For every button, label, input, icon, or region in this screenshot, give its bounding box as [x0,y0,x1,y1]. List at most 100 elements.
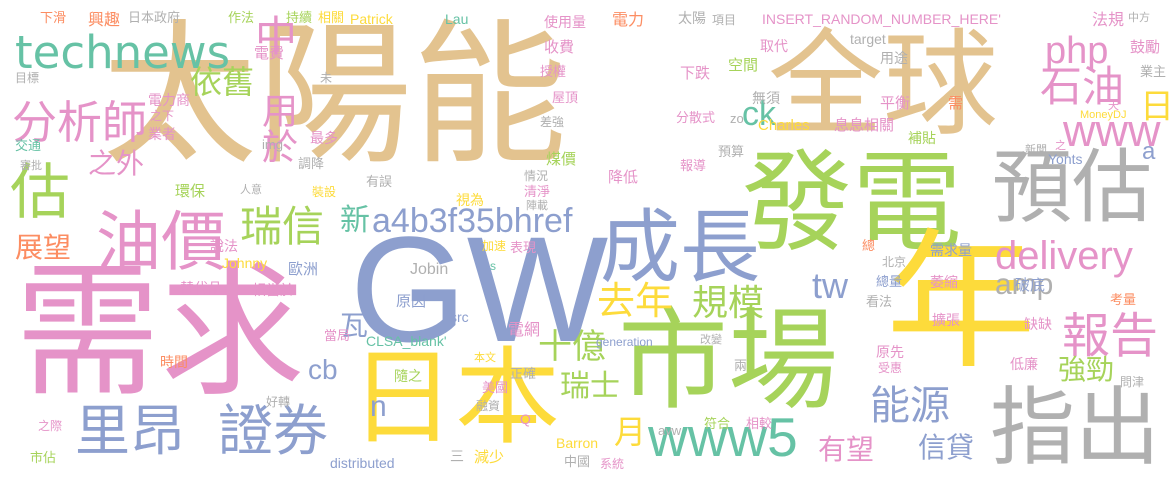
word-equivalent: 相當於 [252,283,294,299]
word-coverage: 報導 [680,159,707,174]
word-lower: 調降 [298,157,325,172]
word-operators: 業者 [148,127,176,143]
word-owner: 業主 [1140,65,1167,80]
word-watt: 瓦 [340,309,369,342]
word-time: 時間 [160,355,188,371]
word-fall: 下跌 [680,64,711,82]
word-total-volume: 總量 [876,275,903,290]
word-budget: 預算 [718,145,745,160]
word-charge: 收費 [544,38,575,56]
word-report: 報告 [1062,308,1159,364]
word-need: 需 [948,94,964,112]
word-demand: 需求 [15,248,305,417]
word-originally: 原先 [876,345,904,361]
word-no-need: 無須 [752,91,780,107]
word-distributed: distributed [330,455,395,471]
word-situation: 情況 [524,169,549,183]
word-scale: 規模 [692,283,765,324]
word-growth: 成長 [600,201,760,294]
word-technews: technews [15,26,231,79]
word-bottom-out: 破底 [1015,276,1046,294]
word-coal-price: 煤價 [546,150,577,168]
word-statement: 說法 [210,239,238,255]
word-correct: 正確 [510,367,537,382]
word-reduce: 降低 [608,168,639,186]
word-s: s [490,259,496,273]
word-europe: 歐洲 [288,260,319,278]
word-three: 三 [450,449,464,465]
word-regulation: 法規 [1092,10,1125,29]
word-global: 全球 [768,18,999,152]
word-still: 依舊 [190,63,255,101]
word-authorities: 當局 [324,329,351,344]
word-balance: 平衡 [880,94,911,112]
word-oil-price: 油價 [96,205,227,280]
word-rooftop: 屋頂 [552,91,579,106]
word-chinese-side: 中方 [1128,11,1150,24]
word-sun: 太陽 [678,11,706,27]
word-japan-government: 日本政府 [128,11,181,26]
word-news: 新聞 [1025,143,1047,156]
word-eco: 環保 [175,182,206,200]
word-benefit: 受惠 [878,361,903,375]
word-view: 看法 [866,295,893,310]
word-cb: cb [308,354,338,385]
word-two: 兩 [734,359,748,374]
word-src: src [450,309,469,325]
word-goal: 目標 [15,71,40,85]
word-decrease: 減少 [474,448,505,466]
word-power-company: 電力商 [148,93,190,109]
word-substitute: 替代品 [180,281,222,297]
word-continuous: 持續 [286,11,313,26]
word-lau: Lau [445,11,469,27]
word-usa: 美國 [482,381,509,396]
word-middle: 中 [255,12,298,61]
word-q: Q [520,411,531,427]
word-promising: 有望 [818,433,875,466]
word-demand-volume: 需求量 [930,243,972,259]
word-estimate: 預估 [992,141,1152,234]
word-securities: 證券 [218,399,329,463]
word-amp: amp [995,268,1054,301]
word-strong: 強勁 [1058,353,1115,386]
word-lyon: 里昂 [75,399,186,463]
word-conform: 符合 [704,417,731,432]
word-img: img [262,137,283,152]
word-traffic: 交通 [15,139,42,154]
word-php: php [1045,30,1109,72]
word-a: a [1142,138,1156,165]
word-decline: 下滑 [40,11,67,26]
word-last-year: 去年 [597,279,674,323]
word-power-generation: 發電 [742,139,962,267]
word-closely-related: 息息相關 [834,116,895,134]
word-performance: 表現 [510,241,537,256]
word-market-share: 市佔 [30,451,57,466]
word-grid: 電網 [508,320,541,339]
word-replace: 取代 [760,39,788,55]
word-compared: 相較 [746,417,773,432]
word-lacking: 缺缺 [1024,317,1052,333]
word-sky: 天 [1108,99,1119,112]
word-point-out: 指出 [990,379,1161,478]
word-clean: 清淨 [524,185,551,200]
word-patrick: Patrick [350,11,393,27]
word-change: 改變 [700,333,722,346]
word-review: 審批 [20,159,42,172]
word-encourage: 鼓勵 [1130,38,1161,56]
word-china: 中國 [564,455,591,470]
word-solar-energy: 太陽能 [102,5,567,186]
word-switzerland: 瑞士 [560,369,620,404]
word-generation: generation [596,335,653,349]
word-petroleum: 石油 [1040,62,1125,111]
word-johnny: Johnny [222,255,268,271]
word-day: 日 [1140,87,1174,127]
word-tw: tw [812,265,848,306]
word-system: 系統 [600,457,625,471]
word-gu: 估 [10,158,70,228]
word-total: 總 [862,239,876,254]
word-authorize: 授權 [540,65,567,80]
word-n: n [370,390,387,423]
word-financing: 融資 [476,399,501,413]
word-clsa-blank: CLSA_blank' [366,333,447,349]
